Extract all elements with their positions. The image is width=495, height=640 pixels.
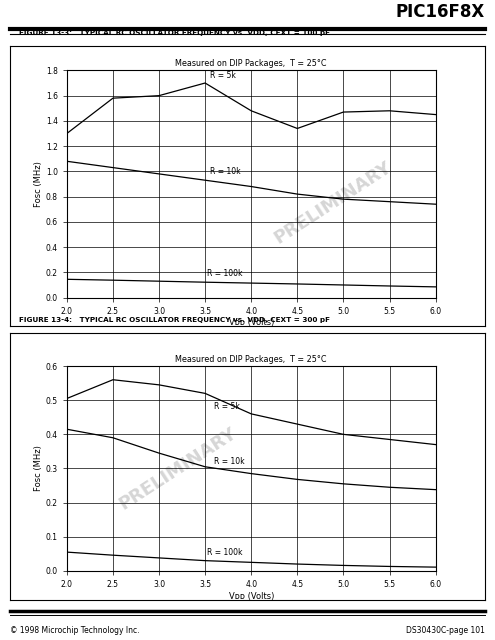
Text: FIGURE 13-4:   TYPICAL RC OSCILLATOR FREQUENCY vs. VDD, CEXT = 300 pF: FIGURE 13-4: TYPICAL RC OSCILLATOR FREQU… xyxy=(19,317,330,323)
Text: DS30430C-page 101: DS30430C-page 101 xyxy=(406,626,485,635)
X-axis label: Vᴅᴅ (Volts): Vᴅᴅ (Volts) xyxy=(229,592,274,601)
Text: PRELIMINARY: PRELIMINARY xyxy=(270,157,395,247)
Text: FIGURE 13-3:   TYPICAL RC OSCILLATOR FREQUENCY vs. VDD, CEXT = 100 pF: FIGURE 13-3: TYPICAL RC OSCILLATOR FREQU… xyxy=(19,30,330,36)
Text: R = 10k: R = 10k xyxy=(214,457,245,466)
Text: R = 10k: R = 10k xyxy=(210,167,241,176)
Text: R = 5k: R = 5k xyxy=(210,72,236,81)
Text: R = 100k: R = 100k xyxy=(207,269,243,278)
Text: PIC16F8X: PIC16F8X xyxy=(396,3,485,20)
Text: R = 100k: R = 100k xyxy=(207,548,243,557)
X-axis label: Vᴅᴅ (Volts): Vᴅᴅ (Volts) xyxy=(229,319,274,328)
Y-axis label: Fosc (MHz): Fosc (MHz) xyxy=(34,445,43,492)
Text: PRELIMINARY: PRELIMINARY xyxy=(115,424,240,513)
Title: Measured on DIP Packages,  T = 25°C: Measured on DIP Packages, T = 25°C xyxy=(175,60,327,68)
Text: R = 5k: R = 5k xyxy=(214,403,240,412)
Title: Measured on DIP Packages,  T = 25°C: Measured on DIP Packages, T = 25°C xyxy=(175,355,327,364)
Y-axis label: Fosc (MHz): Fosc (MHz) xyxy=(34,161,43,207)
Text: © 1998 Microchip Technology Inc.: © 1998 Microchip Technology Inc. xyxy=(10,626,140,635)
